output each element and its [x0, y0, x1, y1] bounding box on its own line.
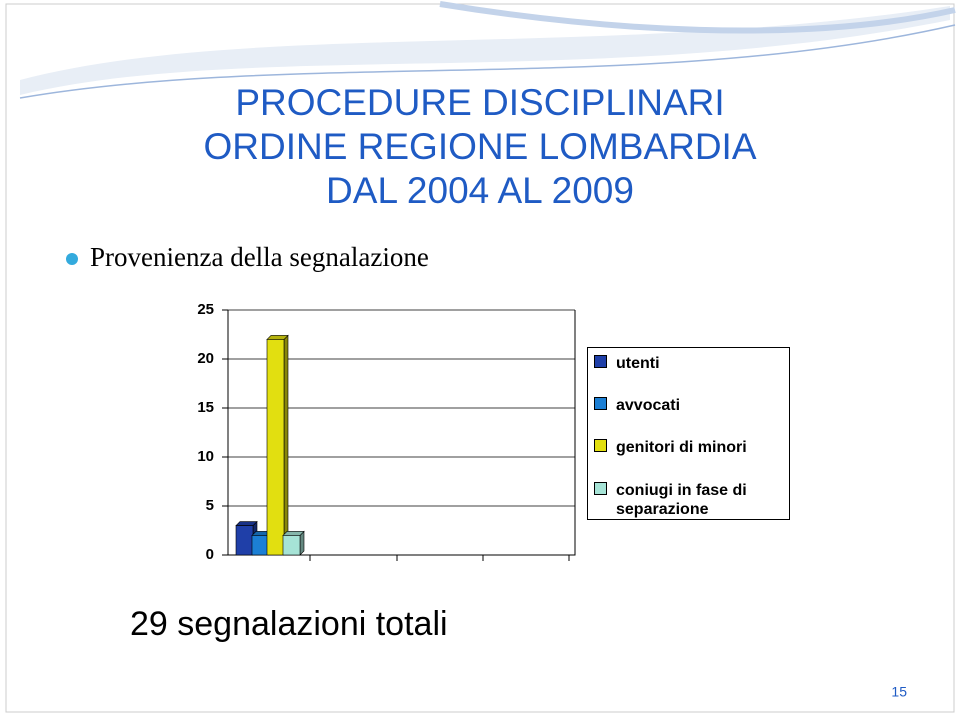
title-line: PROCEDURE DISCIPLINARI	[235, 82, 725, 123]
y-tick-label: 15	[197, 399, 214, 416]
y-tick-label: 25	[197, 301, 214, 318]
legend-swatch	[594, 397, 607, 410]
title-line: ORDINE REGIONE LOMBARDIA	[203, 126, 757, 167]
bullet-dot	[66, 253, 78, 265]
y-tick-label: 5	[206, 497, 214, 514]
legend: utenti avvocati genitori di minori coniugi …	[587, 347, 790, 520]
y-tick-label: 0	[206, 546, 214, 563]
bar	[235, 525, 254, 556]
decor-line	[19, 24, 956, 99]
bar-top	[282, 531, 305, 536]
legend-label: utenti	[616, 355, 660, 372]
decor-line	[439, 1, 956, 34]
bar	[282, 535, 301, 556]
slide-border	[5, 3, 955, 713]
y-tick-label: 20	[197, 350, 214, 367]
bar	[251, 535, 270, 556]
bar-top	[235, 521, 258, 526]
legend-label: coniugi in fase di separazione	[616, 482, 747, 518]
page-number: 15	[891, 684, 907, 700]
bullet-text: Provenienza della segnalazione	[90, 242, 429, 272]
legend-label: avvocati	[616, 397, 681, 414]
title-line: DAL 2004 AL 2009	[326, 170, 634, 211]
legend-label: genitori di minori	[616, 439, 747, 456]
y-tick-label: 10	[197, 448, 214, 465]
bar-top	[266, 335, 289, 340]
legend-swatch	[594, 355, 607, 368]
bar-side	[283, 334, 289, 556]
bar	[266, 339, 285, 556]
legend-swatch	[594, 482, 607, 495]
decor-swoosh	[20, 6, 950, 95]
legend-swatch	[594, 439, 607, 452]
footer-text: 29 segnalazioni totali	[130, 605, 448, 643]
